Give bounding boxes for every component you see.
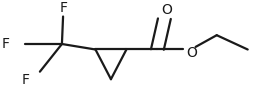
Text: F: F <box>2 37 10 51</box>
Text: F: F <box>22 73 30 87</box>
Text: O: O <box>161 3 172 17</box>
Text: O: O <box>186 46 197 60</box>
Text: F: F <box>59 1 67 15</box>
